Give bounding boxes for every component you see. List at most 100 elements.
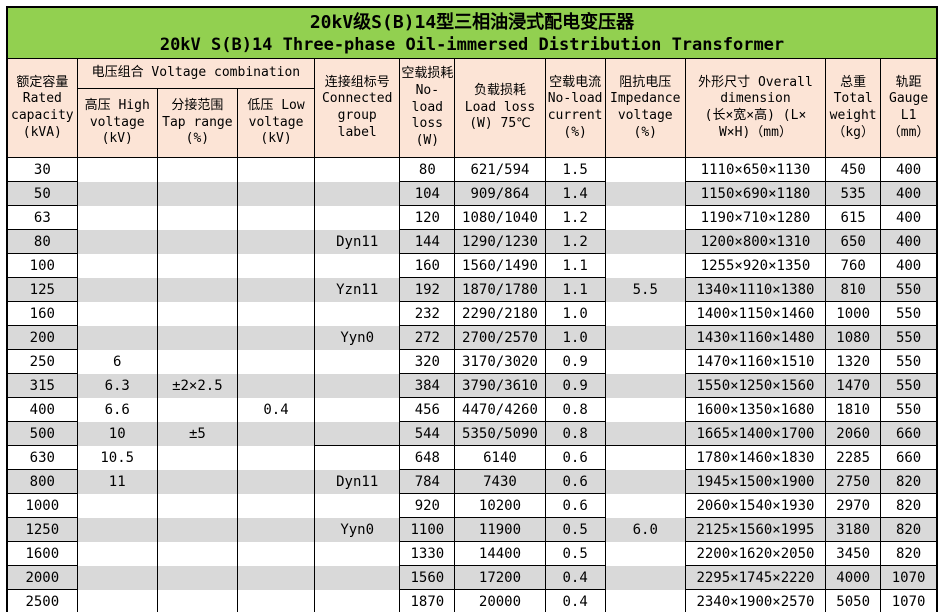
header-low-voltage: 低压 Low voltage (kV)	[236, 88, 316, 158]
overall-dimension-cell: 1340×1110×1380	[684, 277, 827, 302]
connected-group-cell	[314, 445, 401, 470]
connected-group-cell	[314, 589, 401, 612]
load-loss-cell: 3170/3020	[454, 349, 546, 374]
table-row: 125 Yzn11 192 1870/1780 1.1 5.5 1340×1110×1380…	[6, 277, 938, 302]
connected-group-cell: Dyn11	[314, 469, 401, 494]
low-voltage-cell	[236, 349, 316, 374]
connected-group-cell	[314, 253, 401, 278]
connected-group-cell	[314, 421, 401, 446]
low-voltage-cell	[236, 493, 316, 518]
tap-range-cell	[156, 349, 238, 374]
high-voltage-cell: 6.3	[76, 373, 158, 398]
table-row: 30 80 621/594 1.5 1110×650×1130 450 400	[6, 157, 938, 182]
table-row: 1000 920 10200 0.6 2060×1540×1930 2970 820	[6, 493, 938, 518]
no-load-current-cell: 1.5	[544, 157, 606, 182]
tap-range-cell: ±2×2.5	[156, 373, 238, 398]
load-loss-cell: 1560/1490	[454, 253, 546, 278]
no-load-current-cell: 1.4	[544, 181, 606, 206]
high-voltage-cell	[76, 205, 158, 230]
tap-range-cell	[156, 541, 238, 566]
overall-dimension-cell: 2125×1560×1995	[684, 517, 827, 542]
tap-range-cell	[156, 301, 238, 326]
load-loss-cell: 2290/2180	[454, 301, 546, 326]
rated-capacity-cell: 250	[6, 349, 78, 374]
no-load-current-cell: 0.4	[544, 589, 606, 612]
table-row: 1600 1330 14400 0.5 2200×1620×2050 3450 820	[6, 541, 938, 566]
no-load-current-cell: 1.0	[544, 301, 606, 326]
no-load-current-cell: 1.2	[544, 229, 606, 254]
high-voltage-cell	[76, 541, 158, 566]
gauge-cell: 400	[880, 181, 938, 206]
table-row: 80 Dyn11 144 1290/1230 1.2 1200×800×1310 650 40…	[6, 229, 938, 254]
impedance-voltage-cell	[604, 493, 686, 518]
total-weight-cell: 650	[825, 229, 882, 254]
total-weight-cell: 1810	[825, 397, 882, 422]
header-connected-group: 连接组标号 Connected group label	[314, 58, 401, 158]
overall-dimension-cell: 1470×1160×1510	[684, 349, 827, 374]
header-no-load-loss: 空载损耗 No-load loss (W)	[399, 58, 456, 158]
low-voltage-cell	[236, 517, 316, 542]
overall-dimension-cell: 1665×1400×1700	[684, 421, 827, 446]
load-loss-cell: 621/594	[454, 157, 546, 182]
impedance-voltage-cell	[604, 589, 686, 612]
rated-capacity-cell: 100	[6, 253, 78, 278]
connected-group-cell: Yyn0	[314, 517, 401, 542]
high-voltage-cell: 10	[76, 421, 158, 446]
no-load-current-cell: 0.4	[544, 565, 606, 590]
no-load-loss-cell: 920	[399, 493, 456, 518]
rated-capacity-cell: 2500	[6, 589, 78, 612]
high-voltage-cell	[76, 589, 158, 612]
high-voltage-cell	[76, 181, 158, 206]
low-voltage-cell	[236, 373, 316, 398]
table-row: 2000 1560 17200 0.4 2295×1745×2220 4000 1070	[6, 565, 938, 590]
tap-range-cell	[156, 445, 238, 470]
impedance-voltage-cell	[604, 205, 686, 230]
transformer-spec-table: 20kV级S(B)14型三相油浸式配电变压器 20kV S(B)14 Three…	[6, 6, 938, 612]
low-voltage-cell	[236, 277, 316, 302]
low-voltage-cell	[236, 229, 316, 254]
load-loss-cell: 10200	[454, 493, 546, 518]
connected-group-cell: Yyn0	[314, 325, 401, 350]
title-chinese: 20kV级S(B)14型三相油浸式配电变压器	[309, 11, 635, 33]
rated-capacity-cell: 80	[6, 229, 78, 254]
connected-group-cell	[314, 181, 401, 206]
overall-dimension-cell: 2200×1620×2050	[684, 541, 827, 566]
total-weight-cell: 1080	[825, 325, 882, 350]
impedance-voltage-cell	[604, 325, 686, 350]
rated-capacity-cell: 315	[6, 373, 78, 398]
no-load-loss-cell: 1330	[399, 541, 456, 566]
gauge-cell: 550	[880, 301, 938, 326]
total-weight-cell: 3450	[825, 541, 882, 566]
total-weight-cell: 450	[825, 157, 882, 182]
impedance-voltage-cell	[604, 157, 686, 182]
rated-capacity-cell: 200	[6, 325, 78, 350]
total-weight-cell: 5050	[825, 589, 882, 612]
gauge-cell: 820	[880, 517, 938, 542]
no-load-current-cell: 0.8	[544, 397, 606, 422]
header-row-sub: 高压 High voltage (kV) 分接范围 Tap range (%) …	[7, 88, 937, 158]
rated-capacity-cell: 500	[6, 421, 78, 446]
tap-range-cell	[156, 157, 238, 182]
total-weight-cell: 2285	[825, 445, 882, 470]
load-loss-cell: 14400	[454, 541, 546, 566]
gauge-cell: 820	[880, 541, 938, 566]
no-load-loss-cell: 232	[399, 301, 456, 326]
gauge-cell: 820	[880, 469, 938, 494]
table-body: 30 80 621/594 1.5 1110×650×1130 450 400 50 104 90…	[6, 157, 938, 612]
no-load-current-cell: 1.1	[544, 253, 606, 278]
gauge-cell: 1070	[880, 589, 938, 612]
no-load-loss-cell: 272	[399, 325, 456, 350]
high-voltage-cell: 11	[76, 469, 158, 494]
gauge-cell: 820	[880, 493, 938, 518]
total-weight-cell: 2060	[825, 421, 882, 446]
no-load-current-cell: 0.8	[544, 421, 606, 446]
total-weight-cell: 3180	[825, 517, 882, 542]
load-loss-cell: 1870/1780	[454, 277, 546, 302]
tap-range-cell	[156, 397, 238, 422]
total-weight-cell: 1320	[825, 349, 882, 374]
table-row: 63 120 1080/1040 1.2 1190×710×1280 615 400	[6, 205, 938, 230]
impedance-voltage-cell	[604, 397, 686, 422]
load-loss-cell: 4470/4260	[454, 397, 546, 422]
no-load-loss-cell: 160	[399, 253, 456, 278]
